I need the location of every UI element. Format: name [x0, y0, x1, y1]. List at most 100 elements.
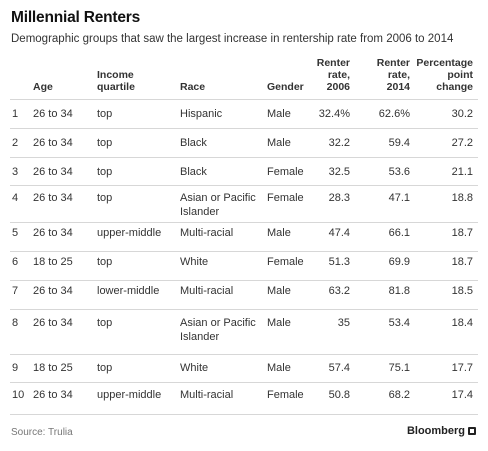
table-cell-gender: Male	[267, 285, 291, 297]
row-divider	[10, 157, 478, 158]
table-cell-point-change: 18.5	[451, 285, 473, 297]
table-cell-point-change: 17.4	[451, 389, 473, 401]
table-cell-age: 26 to 34	[33, 317, 73, 329]
table-cell-renter-rate-2006: 28.3	[328, 192, 350, 204]
table-cell-renter-rate-2014: 81.8	[388, 285, 410, 297]
table-cell-point-change: 18.4	[451, 317, 473, 329]
table-cell-race: Black	[180, 137, 207, 149]
row-divider	[10, 280, 478, 281]
table-cell-renter-rate-2014: 66.1	[388, 227, 410, 239]
column-header-race: Race	[180, 81, 206, 93]
row-divider	[10, 185, 478, 186]
table-cell-age: 26 to 34	[33, 285, 73, 297]
column-header-gender: Gender	[267, 81, 304, 93]
source-note: Source: Trulia	[11, 427, 73, 438]
table-cell-rank: 6	[12, 256, 19, 268]
footer-divider	[10, 414, 478, 415]
table-cell-age: 26 to 34	[33, 192, 73, 204]
brand-name: Bloomberg	[406, 425, 465, 437]
chart-title: Millennial Renters	[11, 9, 141, 26]
table-cell-gender: Female	[267, 389, 304, 401]
table-cell-age: 26 to 34	[33, 108, 73, 120]
table-cell-race: Hispanic	[180, 108, 223, 120]
table-cell-income-quartile: top	[97, 362, 113, 374]
row-divider	[10, 382, 478, 383]
table-cell-rank: 10	[12, 389, 25, 401]
table-cell-rank: 2	[12, 137, 19, 149]
column-header-income-quartile: Income quartile	[97, 69, 135, 93]
table-cell-renter-rate-2014: 59.4	[388, 137, 410, 149]
table-cell-gender: Male	[267, 317, 291, 329]
table-cell-renter-rate-2006: 57.4	[328, 362, 350, 374]
table-cell-race: Black	[180, 166, 207, 178]
table-cell-age: 26 to 34	[33, 137, 73, 149]
table-cell-income-quartile: top	[97, 317, 113, 329]
table-cell-renter-rate-2006: 35	[337, 317, 350, 329]
table-cell-race: Multi-racial	[180, 227, 234, 239]
table-cell-point-change: 30.2	[451, 108, 473, 120]
table-cell-gender: Male	[267, 137, 291, 149]
table-cell-race: Asian or Pacific Islander	[180, 192, 256, 218]
table-cell-renter-rate-2014: 53.6	[388, 166, 410, 178]
table-cell-rank: 3	[12, 166, 19, 178]
table-cell-race: Asian or Pacific Islander	[180, 317, 256, 343]
table-cell-gender: Female	[267, 256, 304, 268]
table-cell-income-quartile: lower-middle	[97, 285, 160, 297]
table-cell-rank: 8	[12, 317, 19, 329]
table-cell-gender: Male	[267, 227, 291, 239]
table-cell-point-change: 18.7	[451, 256, 473, 268]
table-cell-race: White	[180, 362, 209, 374]
table-cell-renter-rate-2006: 32.4%	[318, 108, 350, 120]
brand-logo: Bloomberg	[407, 425, 476, 437]
bloomberg-icon	[468, 427, 476, 435]
table-cell-income-quartile: top	[97, 137, 113, 149]
row-divider	[10, 354, 478, 355]
table-cell-income-quartile: top	[97, 166, 113, 178]
table-cell-age: 18 to 25	[33, 362, 73, 374]
table-cell-renter-rate-2014: 69.9	[388, 256, 410, 268]
row-divider	[10, 309, 478, 310]
table-cell-renter-rate-2014: 62.6%	[378, 108, 410, 120]
table-cell-renter-rate-2006: 32.5	[328, 166, 350, 178]
table-cell-renter-rate-2014: 47.1	[388, 192, 410, 204]
table-cell-gender: Female	[267, 192, 304, 204]
chart-subtitle: Demographic groups that saw the largest …	[11, 33, 454, 45]
table-cell-renter-rate-2014: 68.2	[388, 389, 410, 401]
table-cell-renter-rate-2014: 53.4	[388, 317, 410, 329]
table-cell-race: White	[180, 256, 209, 268]
table-cell-age: 18 to 25	[33, 256, 73, 268]
table-cell-age: 26 to 34	[33, 389, 73, 401]
table-cell-race: Multi-racial	[180, 285, 234, 297]
column-header-renter-rate-2014: Renter rate, 2014	[376, 57, 410, 93]
table-cell-gender: Male	[267, 108, 291, 120]
row-divider	[10, 251, 478, 252]
table-cell-income-quartile: upper-middle	[97, 227, 162, 239]
table-cell-rank: 5	[12, 227, 19, 239]
column-header-point-change: Percentage point change	[416, 57, 473, 93]
table-cell-renter-rate-2006: 47.4	[328, 227, 350, 239]
table-cell-income-quartile: top	[97, 108, 113, 120]
table-cell-point-change: 27.2	[451, 137, 473, 149]
table-cell-income-quartile: top	[97, 192, 113, 204]
table-cell-gender: Male	[267, 362, 291, 374]
table-cell-renter-rate-2006: 50.8	[328, 389, 350, 401]
table-cell-income-quartile: upper-middle	[97, 389, 162, 401]
column-header-age: Age	[33, 81, 53, 93]
row-divider	[10, 222, 478, 223]
table-cell-gender: Female	[267, 166, 304, 178]
table-cell-race: Multi-racial	[180, 389, 234, 401]
table-cell-point-change: 18.8	[451, 192, 473, 204]
table-cell-rank: 9	[12, 362, 19, 374]
header-divider	[10, 99, 478, 100]
table-cell-point-change: 18.7	[451, 227, 473, 239]
table-cell-rank: 1	[12, 108, 19, 120]
table-cell-renter-rate-2014: 75.1	[388, 362, 410, 374]
table-cell-point-change: 21.1	[451, 166, 473, 178]
table-cell-age: 26 to 34	[33, 166, 73, 178]
column-header-renter-rate-2006: Renter rate, 2006	[316, 57, 350, 93]
table-cell-age: 26 to 34	[33, 227, 73, 239]
row-divider	[10, 128, 478, 129]
table-cell-renter-rate-2006: 32.2	[328, 137, 350, 149]
table-cell-income-quartile: top	[97, 256, 113, 268]
table-cell-point-change: 17.7	[451, 362, 473, 374]
